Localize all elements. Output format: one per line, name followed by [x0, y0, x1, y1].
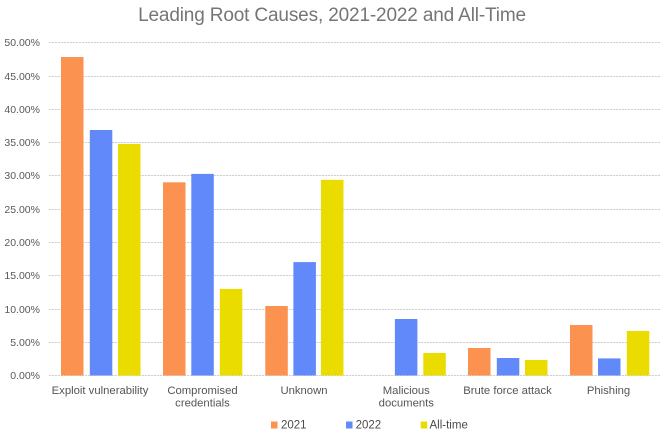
- svg-text:25.00%: 25.00%: [4, 204, 40, 216]
- svg-text:35.00%: 35.00%: [4, 137, 40, 149]
- svg-text:Brute force attack: Brute force attack: [463, 385, 552, 397]
- svg-text:Unknown: Unknown: [280, 385, 327, 397]
- svg-text:Phishing: Phishing: [587, 385, 630, 397]
- svg-text:0.00%: 0.00%: [10, 370, 40, 382]
- svg-text:50.00%: 50.00%: [4, 37, 40, 49]
- svg-text:2021: 2021: [281, 420, 307, 432]
- svg-text:Leading Root Causes, 2021-2022: Leading Root Causes, 2021-2022 and All-T…: [138, 5, 526, 26]
- svg-text:Exploit vulnerability: Exploit vulnerability: [52, 385, 149, 397]
- svg-text:45.00%: 45.00%: [4, 71, 40, 83]
- svg-text:10.00%: 10.00%: [4, 304, 40, 316]
- svg-text:30.00%: 30.00%: [4, 170, 40, 182]
- svg-text:2022: 2022: [356, 420, 382, 432]
- svg-text:All-time: All-time: [430, 420, 468, 432]
- svg-text:Compromised: Compromised: [167, 385, 237, 397]
- svg-text:credentials: credentials: [175, 398, 230, 410]
- svg-text:40.00%: 40.00%: [4, 104, 40, 116]
- svg-text:5.00%: 5.00%: [10, 337, 40, 349]
- svg-text:15.00%: 15.00%: [4, 270, 40, 282]
- svg-text:documents: documents: [379, 398, 435, 410]
- svg-text:Malicious: Malicious: [383, 385, 430, 397]
- svg-text:20.00%: 20.00%: [4, 237, 40, 249]
